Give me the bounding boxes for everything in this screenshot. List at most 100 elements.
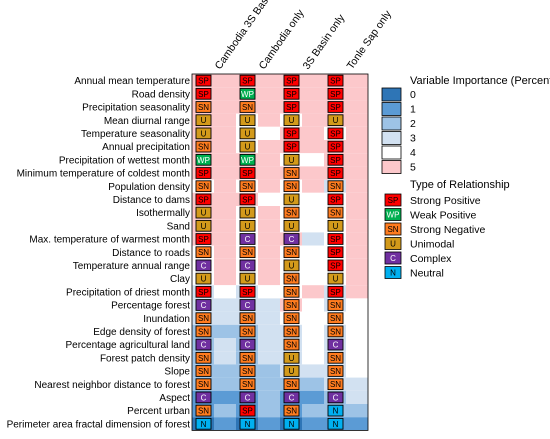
- relationship-badge: [283, 101, 300, 113]
- importance-cell: [302, 272, 324, 286]
- importance-cell: [346, 100, 368, 114]
- importance-cell: [214, 232, 236, 246]
- relationship-code: SN: [286, 169, 297, 178]
- row-label: Percentage forest: [111, 301, 190, 312]
- importance-cell: [346, 298, 368, 312]
- relationship-badge: [327, 391, 344, 404]
- relationship-code: U: [289, 156, 295, 165]
- relationship-badge: [327, 101, 344, 113]
- relationship-code: N: [245, 420, 251, 429]
- row-label: Population density: [108, 182, 190, 193]
- importance-cell: [302, 258, 324, 272]
- relationship-badge: [239, 180, 256, 193]
- row-label: Isothermally: [136, 208, 190, 219]
- relationship-code: U: [333, 116, 339, 125]
- relationship-code: C: [201, 261, 207, 270]
- importance-cell: [258, 272, 280, 286]
- row-label: Minimum temperature of coldest month: [17, 169, 190, 180]
- relationship-code: WP: [241, 156, 254, 165]
- relationship-badge: [327, 365, 344, 377]
- relationship-badge: [283, 351, 300, 364]
- importance-cell: [346, 192, 368, 206]
- importance-cell: [214, 206, 236, 220]
- relationship-badge: [327, 351, 344, 364]
- relationship-code: SP: [330, 103, 341, 112]
- relationship-code: U: [201, 116, 207, 125]
- row-label: Max. temperature of warmest month: [29, 235, 190, 246]
- row-label: Temperature annual range: [73, 261, 191, 272]
- relationship-badge: [239, 259, 256, 272]
- importance-cell: [258, 390, 280, 404]
- relationship-badge: [195, 312, 212, 325]
- relationship-badge: [195, 114, 212, 127]
- relationship-badge: [195, 74, 212, 87]
- importance-cell: [346, 390, 368, 404]
- relationship-badge: [283, 127, 300, 140]
- relationship-code: SP: [330, 143, 341, 152]
- importance-cell: [214, 126, 236, 140]
- relationship-code: SN: [330, 314, 341, 323]
- relationship-badge: [239, 87, 256, 100]
- relationship-code: SP: [242, 77, 253, 86]
- relationship-code: SN: [198, 143, 209, 152]
- relationship-badge: [195, 378, 212, 391]
- relationship-badge: [283, 206, 300, 219]
- relationship-code: SN: [198, 367, 209, 376]
- relationship-code: U: [245, 129, 251, 138]
- relationship-badge: [239, 312, 256, 325]
- importance-cell: [258, 126, 280, 140]
- importance-cell: [346, 179, 368, 193]
- importance-cell: [346, 324, 368, 338]
- relationship-code: SP: [330, 156, 341, 165]
- relationship-code: SN: [242, 182, 253, 191]
- relationship-legend-code: WP: [387, 211, 400, 220]
- relationship-badge: [195, 246, 212, 259]
- relationship-legend-code: U: [390, 240, 396, 249]
- relationship-badge: [195, 272, 212, 285]
- relationship-legend-code: N: [390, 269, 396, 278]
- importance-cell: [346, 338, 368, 352]
- importance-cell: [346, 87, 368, 101]
- importance-cell: [258, 351, 280, 365]
- importance-cell: [346, 166, 368, 180]
- relationship-code: SP: [242, 288, 253, 297]
- relationship-badge: [327, 167, 344, 179]
- importance-cell: [302, 404, 324, 418]
- importance-cell: [214, 338, 236, 352]
- relationship-code: SN: [242, 314, 253, 323]
- row-label: Inundation: [143, 314, 190, 325]
- relationship-code: SN: [286, 314, 297, 323]
- relationship-legend-swatch: [384, 208, 402, 221]
- relationship-code: SN: [286, 248, 297, 257]
- importance-legend-label: 0: [410, 89, 416, 101]
- relationship-code: SN: [242, 380, 253, 389]
- importance-cell: [302, 153, 324, 167]
- relationship-code: SN: [286, 341, 297, 350]
- relationship-badge: [195, 180, 212, 193]
- importance-cell: [302, 206, 324, 220]
- relationship-badge: [283, 193, 300, 206]
- relationship-code: SP: [286, 90, 297, 99]
- relationship-code: C: [289, 235, 295, 244]
- importance-cell: [258, 192, 280, 206]
- relationship-badge: [239, 378, 256, 391]
- importance-cell: [346, 140, 368, 154]
- relationship-badge: [283, 312, 300, 325]
- relationship-badge: [239, 153, 256, 166]
- relationship-badge: [239, 325, 256, 338]
- column-header: Cambodia only: [257, 7, 307, 72]
- importance-cell: [346, 219, 368, 233]
- row-label: Distance to roads: [112, 248, 190, 259]
- importance-cell: [346, 153, 368, 167]
- relationship-badge: [327, 338, 344, 351]
- grid-border: [191, 73, 369, 431]
- relationship-code: C: [333, 393, 339, 402]
- importance-cell: [214, 192, 236, 206]
- relationship-code: C: [245, 235, 251, 244]
- relationship-legend-code: C: [390, 254, 396, 263]
- importance-cell: [214, 219, 236, 233]
- relationship-code: SP: [198, 235, 209, 244]
- relationship-badge: [283, 219, 300, 232]
- relationship-badge: [283, 272, 300, 285]
- importance-legend-title: Variable Importance (Percent): [410, 75, 550, 87]
